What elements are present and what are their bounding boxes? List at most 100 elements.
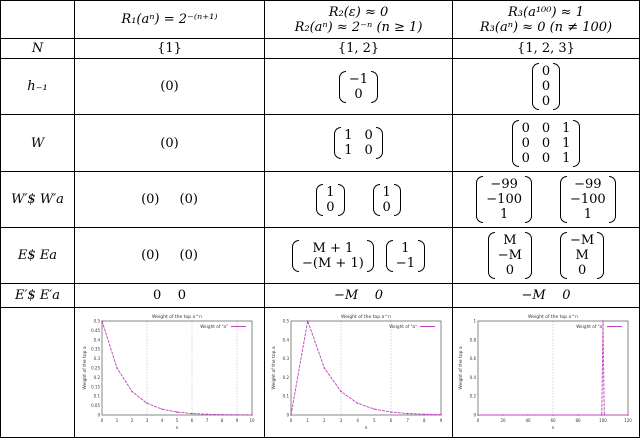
chart-3-legend-label: Weight of "a" xyxy=(576,324,604,329)
row-label-e: E$ Ea xyxy=(0,227,75,284)
chart-1-legend-label: Weight of "a" xyxy=(200,324,228,329)
corner-cell xyxy=(0,0,75,39)
matrix-bracket-right xyxy=(371,70,379,103)
chart-1-data-point xyxy=(115,366,118,369)
row-label-w: W xyxy=(0,114,75,172)
matrix-entry: −100 xyxy=(570,192,606,207)
chart-2-legend-label: Weight of "a" xyxy=(389,324,417,329)
eprime-r1: 0 0 xyxy=(74,283,265,308)
e-r2-matrix-a: M + 1 −(M + 1) xyxy=(292,239,374,272)
row-label-eprime: E′$ E′a xyxy=(0,283,75,308)
chart-1-x-tick-label: 10 xyxy=(249,418,255,423)
w-r1: (0) xyxy=(74,114,265,172)
chart-3-x-tick-label: 60 xyxy=(550,418,556,423)
chart-2-y-tick-label: 0.3 xyxy=(282,356,289,361)
chart-1-x-tick-label: 9 xyxy=(235,418,238,423)
chart-3-x-tick-label: 100 xyxy=(599,418,607,423)
row-eprime: E′$ E′a 0 0 −M 0 −M 0 xyxy=(0,283,640,308)
chart-1-data-point xyxy=(220,413,223,415)
chart-3-title: Weight of the top a^n xyxy=(528,314,578,320)
matrix-entry: 1 xyxy=(401,240,410,256)
e-r3-matrix-b: −M M 0 xyxy=(560,232,605,279)
matrix-entry: 0 xyxy=(354,86,363,102)
matrix-entry: 1 xyxy=(562,135,571,151)
chart-2-x-tick-label: 8 xyxy=(423,418,426,423)
matrix-bracket-right xyxy=(525,176,532,223)
chart-1-y-tick-label: 0.1 xyxy=(93,393,100,398)
matrix-entry: 0 xyxy=(521,120,530,136)
matrix-entry: 0 xyxy=(382,199,391,215)
row-label-n: N xyxy=(0,38,75,59)
header-r2-line2: R₂(aⁿ) ≈ 2⁻ⁿ (n ≥ 1) xyxy=(294,19,423,35)
chart-3-series-line xyxy=(478,320,628,415)
chart-3-y-axis-label: Weight of the top a xyxy=(458,346,464,389)
chart-3-x-tick-label: 0 xyxy=(477,418,480,423)
wprime-r3-matrix-a: −99 −100 1 xyxy=(476,176,532,223)
matrix-bracket-left xyxy=(511,119,519,167)
chart-1-x-tick-label: 4 xyxy=(160,418,163,423)
chart-3-x-tick-label: 40 xyxy=(525,418,531,423)
matrix-bracket-left xyxy=(560,176,567,223)
matrix-entry: 0 xyxy=(541,64,551,79)
matrix-bracket-left xyxy=(487,232,495,279)
e-r2-matrix-b: 1 −1 xyxy=(385,239,425,272)
chart-2-x-tick-label: 6 xyxy=(389,418,392,423)
chart-1-y-tick-label: 0.3 xyxy=(93,356,100,361)
matrix-bracket-right xyxy=(337,183,345,216)
matrix-entry: −99 xyxy=(490,177,518,192)
matrix-entry: 1 xyxy=(344,128,353,143)
chart-2-data-point xyxy=(323,366,325,369)
matrix-entry: 0 xyxy=(541,94,551,109)
matrix-bracket-right xyxy=(553,63,561,110)
row-label-wprime: W′$ W′a xyxy=(0,171,75,228)
matrix-entry: 0 xyxy=(521,150,530,166)
header-r3-line2: R₃(aⁿ) ≈ 0 (n ≠ 100) xyxy=(479,19,613,35)
chart-2-data-point xyxy=(339,390,342,392)
chart-3-y-tick-label: 0.8 xyxy=(470,337,477,342)
chart-1-frame xyxy=(101,320,252,415)
chart-2-x-tick-label: 9 xyxy=(439,418,442,423)
chart-2-data-point xyxy=(373,407,375,410)
chart-2-frame xyxy=(290,320,441,415)
chart-1-y-axis-label: Weight of the top a xyxy=(82,346,88,389)
wprime-r1-a: (0) xyxy=(141,192,160,207)
e-r2: M + 1 −(M + 1) 1 −1 xyxy=(264,227,453,284)
n-r3: {1, 2, 3} xyxy=(452,38,640,59)
chart-3-data-point xyxy=(627,413,629,416)
chart-1-x-tick-label: 8 xyxy=(220,418,223,423)
chart-3-y-tick-label: 0.2 xyxy=(470,393,477,398)
header-r3-line1: R₃(a¹⁰⁰) ≈ 1 xyxy=(508,4,584,20)
chart-2-data-point xyxy=(289,413,292,416)
n-r1: {1} xyxy=(74,38,265,59)
eprime-r2: −M 0 xyxy=(264,283,453,308)
matrix-entry: 0 xyxy=(541,150,551,166)
chart-1-x-tick-label: 3 xyxy=(145,418,148,423)
row-plots: 0 1 2 3 4 5 6 7 8 9 10 0 0.05 0.1 0.15 0.2 0.25 0.3 0.35 0.… xyxy=(0,307,640,438)
wprime-r3: −99 −100 1 −99 −100 1 xyxy=(452,171,640,228)
chart-3-data-point xyxy=(603,413,606,416)
matrix-entry: 1 xyxy=(382,184,391,200)
header-r1-line1: R₁(aⁿ) = 2⁻⁽ⁿ⁺¹⁾ xyxy=(121,12,218,27)
matrix-bracket-left xyxy=(334,127,342,159)
chart-2-y-tick-label: 0.1 xyxy=(282,393,289,398)
header-r2-line1: R₂(ε) ≈ 0 xyxy=(328,4,389,20)
matrix-entry: −(M + 1) xyxy=(302,255,364,271)
plot-cell-r1: 0 1 2 3 4 5 6 7 8 9 10 0 0.05 0.1 0.15 0.2 0.25 0.3 0.35 0.… xyxy=(74,307,265,438)
chart-3-data-point xyxy=(477,413,479,416)
chart-1-data-point xyxy=(190,412,193,414)
wprime-r3-matrix-b: −99 −100 1 xyxy=(560,176,616,223)
chart-1-data-point xyxy=(250,413,253,416)
header-r1: R₁(aⁿ) = 2⁻⁽ⁿ⁺¹⁾ xyxy=(74,0,265,39)
chart-3-y-tick-label: 0.6 xyxy=(470,356,477,361)
chart-3-data-point xyxy=(552,413,554,416)
matrix-entry: −M xyxy=(497,248,522,263)
plot-cell-r3: 0 20 40 60 80 100 120 0 0.2 0.4 0.6 0.8 1 Weight of t… xyxy=(452,307,640,438)
chart-1-x-tick-label: 6 xyxy=(190,418,193,423)
